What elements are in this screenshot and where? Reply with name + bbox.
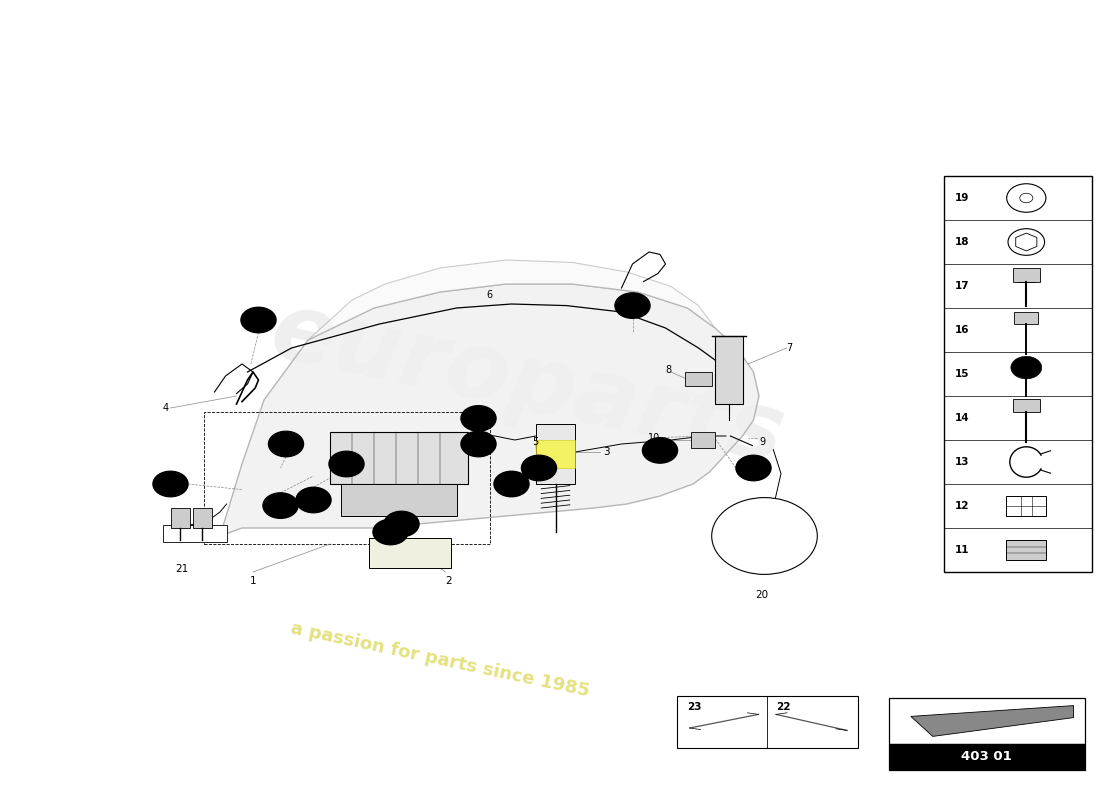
Text: 20: 20 xyxy=(756,590,769,600)
Text: 19: 19 xyxy=(955,193,969,203)
FancyBboxPatch shape xyxy=(1014,312,1038,324)
FancyBboxPatch shape xyxy=(944,176,1092,572)
Text: 14: 14 xyxy=(164,479,177,489)
Text: 2: 2 xyxy=(446,576,452,586)
Text: 3: 3 xyxy=(603,447,609,457)
FancyBboxPatch shape xyxy=(170,508,190,528)
Circle shape xyxy=(384,511,419,537)
Circle shape xyxy=(494,471,529,497)
Text: 8: 8 xyxy=(664,365,671,374)
Text: 18: 18 xyxy=(955,237,969,247)
FancyBboxPatch shape xyxy=(1006,541,1046,560)
Text: europarts: europarts xyxy=(263,285,793,483)
Text: 6: 6 xyxy=(486,290,493,300)
Circle shape xyxy=(263,493,298,518)
Polygon shape xyxy=(911,706,1074,736)
Text: 12: 12 xyxy=(532,463,546,473)
Text: 17: 17 xyxy=(955,281,969,291)
Text: 10: 10 xyxy=(648,434,660,443)
Circle shape xyxy=(615,293,650,318)
FancyBboxPatch shape xyxy=(1006,496,1046,515)
Text: 22: 22 xyxy=(384,527,397,537)
Text: 17: 17 xyxy=(307,495,320,505)
FancyBboxPatch shape xyxy=(368,538,451,568)
Circle shape xyxy=(329,451,364,477)
Text: 23: 23 xyxy=(472,439,485,449)
Text: 5: 5 xyxy=(532,437,539,446)
FancyBboxPatch shape xyxy=(889,698,1085,744)
Text: 15: 15 xyxy=(626,301,639,310)
Text: 16: 16 xyxy=(747,463,760,473)
Text: 15: 15 xyxy=(653,446,667,455)
Circle shape xyxy=(461,406,496,431)
Circle shape xyxy=(736,455,771,481)
Text: 11: 11 xyxy=(472,414,485,423)
FancyBboxPatch shape xyxy=(691,432,715,448)
Text: 21: 21 xyxy=(175,564,188,574)
Circle shape xyxy=(461,431,496,457)
Text: 12: 12 xyxy=(955,501,969,511)
Text: 13: 13 xyxy=(955,457,969,467)
Circle shape xyxy=(296,487,331,513)
Text: 16: 16 xyxy=(955,325,969,335)
Text: a passion for parts since 1985: a passion for parts since 1985 xyxy=(289,619,591,701)
Circle shape xyxy=(1011,357,1042,379)
Text: 23: 23 xyxy=(688,702,702,712)
Text: 403 01: 403 01 xyxy=(961,750,1012,763)
FancyBboxPatch shape xyxy=(192,508,212,528)
FancyBboxPatch shape xyxy=(341,484,456,516)
Text: 18: 18 xyxy=(395,519,408,529)
FancyBboxPatch shape xyxy=(1013,398,1040,411)
Circle shape xyxy=(268,431,304,457)
Text: 11: 11 xyxy=(252,315,265,325)
Text: 19: 19 xyxy=(340,459,353,469)
FancyBboxPatch shape xyxy=(163,525,227,542)
Text: 14: 14 xyxy=(955,413,969,423)
Text: 22: 22 xyxy=(274,501,287,510)
FancyBboxPatch shape xyxy=(1013,267,1040,282)
FancyBboxPatch shape xyxy=(685,372,712,386)
Text: 22: 22 xyxy=(777,702,791,712)
Circle shape xyxy=(153,471,188,497)
Circle shape xyxy=(241,307,276,333)
FancyBboxPatch shape xyxy=(536,424,575,484)
Text: 1: 1 xyxy=(250,576,256,586)
Text: 11: 11 xyxy=(955,545,969,555)
Text: 13: 13 xyxy=(279,439,293,449)
FancyBboxPatch shape xyxy=(330,432,468,484)
Circle shape xyxy=(642,438,678,463)
FancyBboxPatch shape xyxy=(715,336,742,404)
FancyBboxPatch shape xyxy=(536,440,575,468)
Text: 13: 13 xyxy=(505,479,518,489)
FancyBboxPatch shape xyxy=(889,744,1085,770)
FancyBboxPatch shape xyxy=(676,696,858,748)
Text: 7: 7 xyxy=(786,343,793,353)
Circle shape xyxy=(373,519,408,545)
Text: 4: 4 xyxy=(163,403,169,413)
Text: 9: 9 xyxy=(759,438,766,447)
Circle shape xyxy=(521,455,557,481)
Polygon shape xyxy=(220,284,759,536)
Polygon shape xyxy=(308,260,715,340)
Text: 15: 15 xyxy=(955,369,969,379)
